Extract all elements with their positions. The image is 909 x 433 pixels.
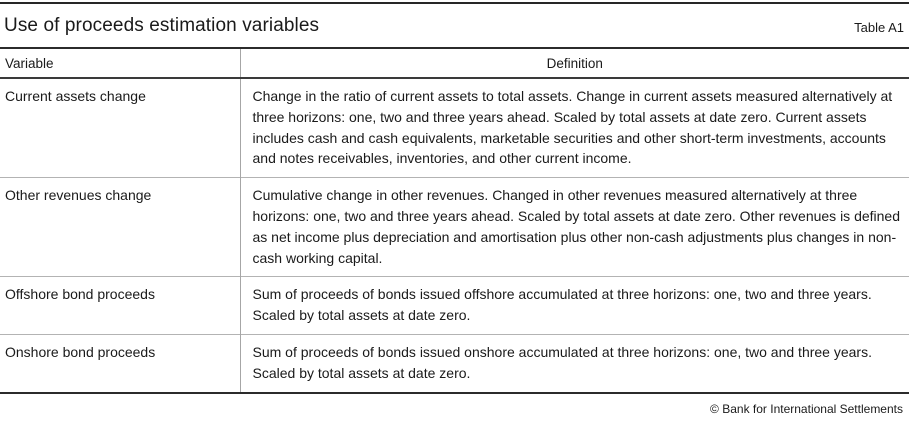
copyright-notice: © Bank for International Settlements (710, 401, 903, 416)
table-row: Onshore bond proceeds Sum of proceeds of… (0, 333, 909, 393)
table-header-row: Variable Definition (0, 48, 909, 79)
table-number-label: Table A1 (854, 20, 904, 35)
definition-cell: Cumulative change in other revenues. Cha… (239, 177, 909, 277)
table-row: Offshore bond proceeds Sum of proceeds o… (0, 276, 909, 335)
column-header-variable: Variable (0, 48, 240, 79)
variable-cell: Current assets change (5, 88, 146, 104)
title-row: Use of proceeds estimation variables Tab… (0, 4, 909, 47)
column-header-definition: Definition (239, 48, 909, 79)
variable-cell: Offshore bond proceeds (0, 276, 240, 335)
footer-row: © Bank for International Settlements (0, 394, 909, 416)
variable-cell: Other revenues change (0, 177, 240, 277)
top-rule (0, 2, 909, 4)
definition-cell: Sum of proceeds of bonds issued offshore… (239, 276, 909, 335)
variable-cell: Onshore bond proceeds (0, 333, 240, 393)
table-row: Other revenues change Cumulative change … (0, 177, 909, 277)
variables-table: Variable Definition Current assets chang… (0, 47, 909, 394)
definition-cell: Sum of proceeds of bonds issued onshore … (239, 333, 909, 393)
definition-cell: Change in the ratio of current assets to… (239, 78, 909, 178)
table-body: Current assets change Change in the rati… (0, 78, 909, 393)
page-title: Use of proceeds estimation variables (4, 15, 320, 36)
table-header: Variable Definition (0, 48, 909, 79)
table-row: Current assets change Change in the rati… (0, 78, 909, 178)
